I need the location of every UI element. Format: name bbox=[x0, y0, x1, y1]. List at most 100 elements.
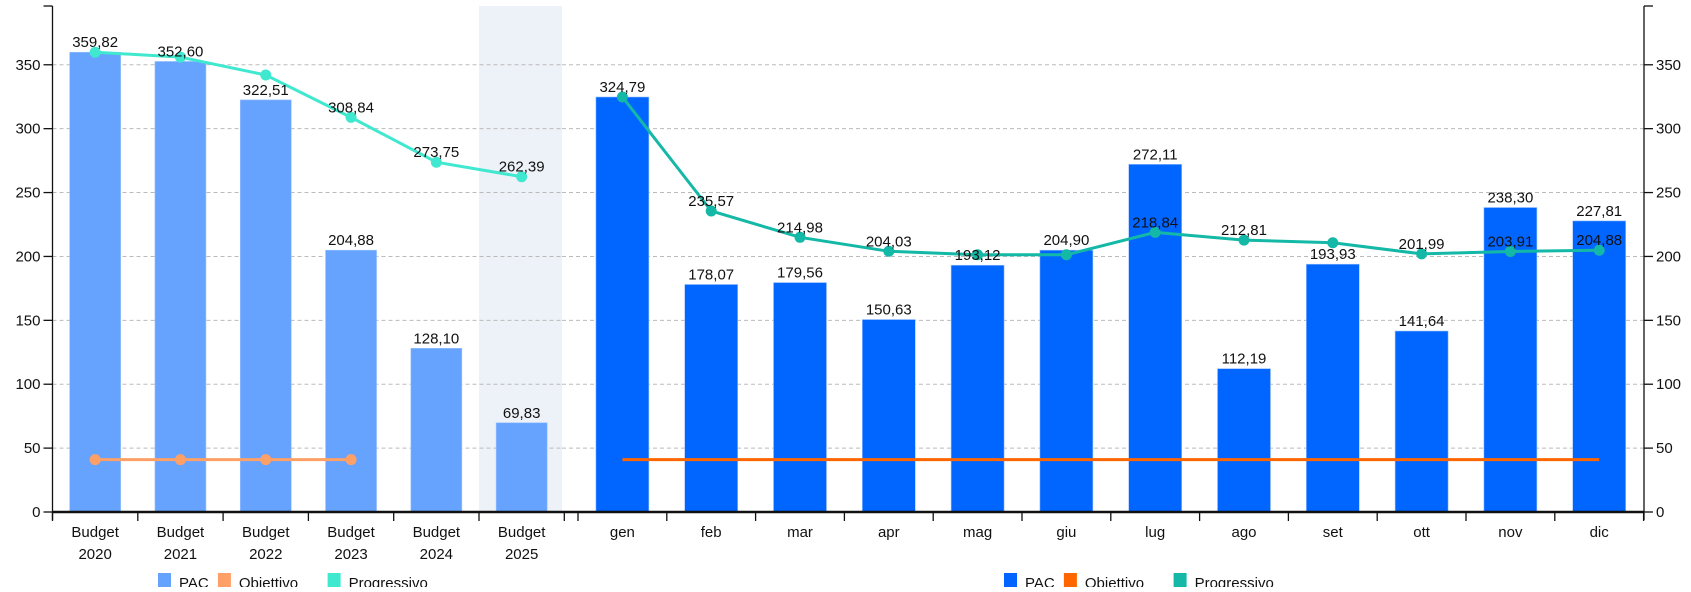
data-label: 235,57 bbox=[688, 193, 734, 210]
x-tick-label: 2025 bbox=[505, 546, 538, 563]
data-label: 352,60 bbox=[158, 43, 204, 60]
x-tick-label: Budget bbox=[413, 524, 461, 541]
point-progressivo bbox=[1149, 226, 1161, 238]
y-tick-label: 200 bbox=[1656, 248, 1681, 265]
x-tick-label: 2023 bbox=[334, 546, 367, 563]
point-obiettivo bbox=[89, 454, 101, 466]
data-label: 112,19 bbox=[1222, 351, 1267, 368]
y-tick-label: 100 bbox=[1656, 376, 1681, 393]
point-progressivo bbox=[1416, 248, 1428, 260]
bar-pac bbox=[1217, 368, 1271, 513]
bar-pac bbox=[773, 282, 827, 513]
data-label: 204,88 bbox=[328, 232, 374, 249]
point-progressivo bbox=[174, 51, 186, 63]
data-label: 227,81 bbox=[1576, 203, 1622, 220]
legend-label: PAC bbox=[1025, 575, 1055, 587]
data-label: 204,90 bbox=[1043, 232, 1089, 249]
data-label: 179,56 bbox=[777, 265, 823, 282]
data-label: 218,84 bbox=[1132, 214, 1178, 231]
data-label: 203,91 bbox=[1487, 233, 1533, 250]
bar-pac bbox=[325, 249, 377, 513]
bar-pac bbox=[239, 99, 292, 513]
legend-label: Obiettivo bbox=[239, 575, 298, 587]
point-progressivo bbox=[1238, 234, 1250, 246]
bar-pac bbox=[1483, 207, 1538, 513]
point-obiettivo bbox=[260, 454, 272, 466]
bar-pac bbox=[1306, 263, 1360, 513]
y-tick-label: 300 bbox=[15, 121, 40, 138]
y-tick-label: 250 bbox=[1656, 185, 1681, 202]
point-progressivo bbox=[1593, 244, 1605, 256]
legend-label: Obiettivo bbox=[1085, 575, 1144, 587]
bar-pac bbox=[684, 284, 739, 513]
point-obiettivo bbox=[345, 454, 357, 466]
x-tick-label: apr bbox=[878, 524, 900, 541]
bar-pac bbox=[154, 61, 207, 513]
data-label: 193,12 bbox=[955, 247, 1001, 264]
bar-pac bbox=[1394, 330, 1449, 513]
data-label: 272,11 bbox=[1133, 146, 1178, 163]
y-tick-label: 150 bbox=[1656, 312, 1681, 329]
x-tick-label: ott bbox=[1413, 524, 1431, 541]
y-tick-label: 350 bbox=[1656, 57, 1681, 74]
data-label: 238,30 bbox=[1487, 190, 1533, 207]
data-label: 141,64 bbox=[1399, 313, 1445, 330]
x-tick-label: giu bbox=[1056, 524, 1076, 541]
data-label: 359,82 bbox=[72, 34, 118, 51]
point-progressivo bbox=[430, 156, 442, 168]
data-label: 308,84 bbox=[328, 99, 374, 116]
x-tick-label: set bbox=[1323, 524, 1344, 541]
y-tick-label: 250 bbox=[15, 185, 40, 202]
x-tick-label: Budget bbox=[327, 524, 375, 541]
bar-pac bbox=[1039, 249, 1094, 513]
x-tick-label: 2022 bbox=[249, 546, 282, 563]
point-progressivo bbox=[972, 249, 984, 261]
y-tick-label: 0 bbox=[32, 504, 40, 521]
bar-pac bbox=[861, 319, 916, 513]
data-label: 204,88 bbox=[1576, 232, 1622, 249]
data-label: 193,93 bbox=[1310, 246, 1356, 263]
x-tick-label: Budget bbox=[498, 524, 546, 541]
x-tick-label: 2020 bbox=[78, 546, 111, 563]
data-label: 150,63 bbox=[866, 302, 912, 319]
bar-pac bbox=[410, 348, 463, 513]
bar-pac bbox=[1128, 164, 1182, 513]
x-tick-label: 2024 bbox=[420, 546, 453, 563]
data-label: 273,75 bbox=[413, 144, 459, 161]
point-progressivo bbox=[883, 245, 895, 257]
x-tick-label: feb bbox=[701, 524, 722, 541]
point-progressivo bbox=[1504, 245, 1516, 257]
legend-label: Progressivo bbox=[1195, 575, 1274, 587]
x-tick-label: lug bbox=[1145, 524, 1165, 541]
point-progressivo bbox=[794, 231, 806, 243]
data-label: 262,39 bbox=[499, 159, 545, 176]
data-label: 128,10 bbox=[413, 330, 459, 347]
bar-pac bbox=[595, 96, 650, 513]
y-tick-label: 50 bbox=[1656, 440, 1673, 457]
legend-label: PAC bbox=[179, 575, 209, 587]
point-progressivo bbox=[345, 111, 357, 123]
line-progressivo bbox=[621, 96, 1600, 257]
data-label: 69,83 bbox=[503, 405, 541, 422]
x-tick-label: Budget bbox=[71, 524, 119, 541]
data-label: 201,99 bbox=[1399, 236, 1445, 253]
data-label: 212,81 bbox=[1221, 222, 1267, 239]
x-tick-label: gen bbox=[610, 524, 635, 541]
legend-swatch bbox=[1004, 573, 1017, 587]
point-progressivo bbox=[89, 46, 101, 58]
y-tick-label: 200 bbox=[15, 248, 40, 265]
data-label: 322,51 bbox=[243, 82, 289, 99]
y-tick-label: 300 bbox=[1656, 121, 1681, 138]
x-tick-label: Budget bbox=[157, 524, 205, 541]
y-tick-label: 150 bbox=[15, 312, 40, 329]
legend-swatch bbox=[1173, 573, 1187, 587]
point-obiettivo bbox=[174, 454, 186, 466]
point-progressivo bbox=[616, 91, 628, 103]
line-progressivo bbox=[95, 50, 522, 179]
data-label: 178,07 bbox=[688, 266, 734, 283]
data-label: 214,98 bbox=[777, 219, 823, 236]
x-tick-label: 2021 bbox=[164, 546, 197, 563]
x-tick-label: Budget bbox=[242, 524, 290, 541]
legend-swatch bbox=[217, 573, 231, 587]
